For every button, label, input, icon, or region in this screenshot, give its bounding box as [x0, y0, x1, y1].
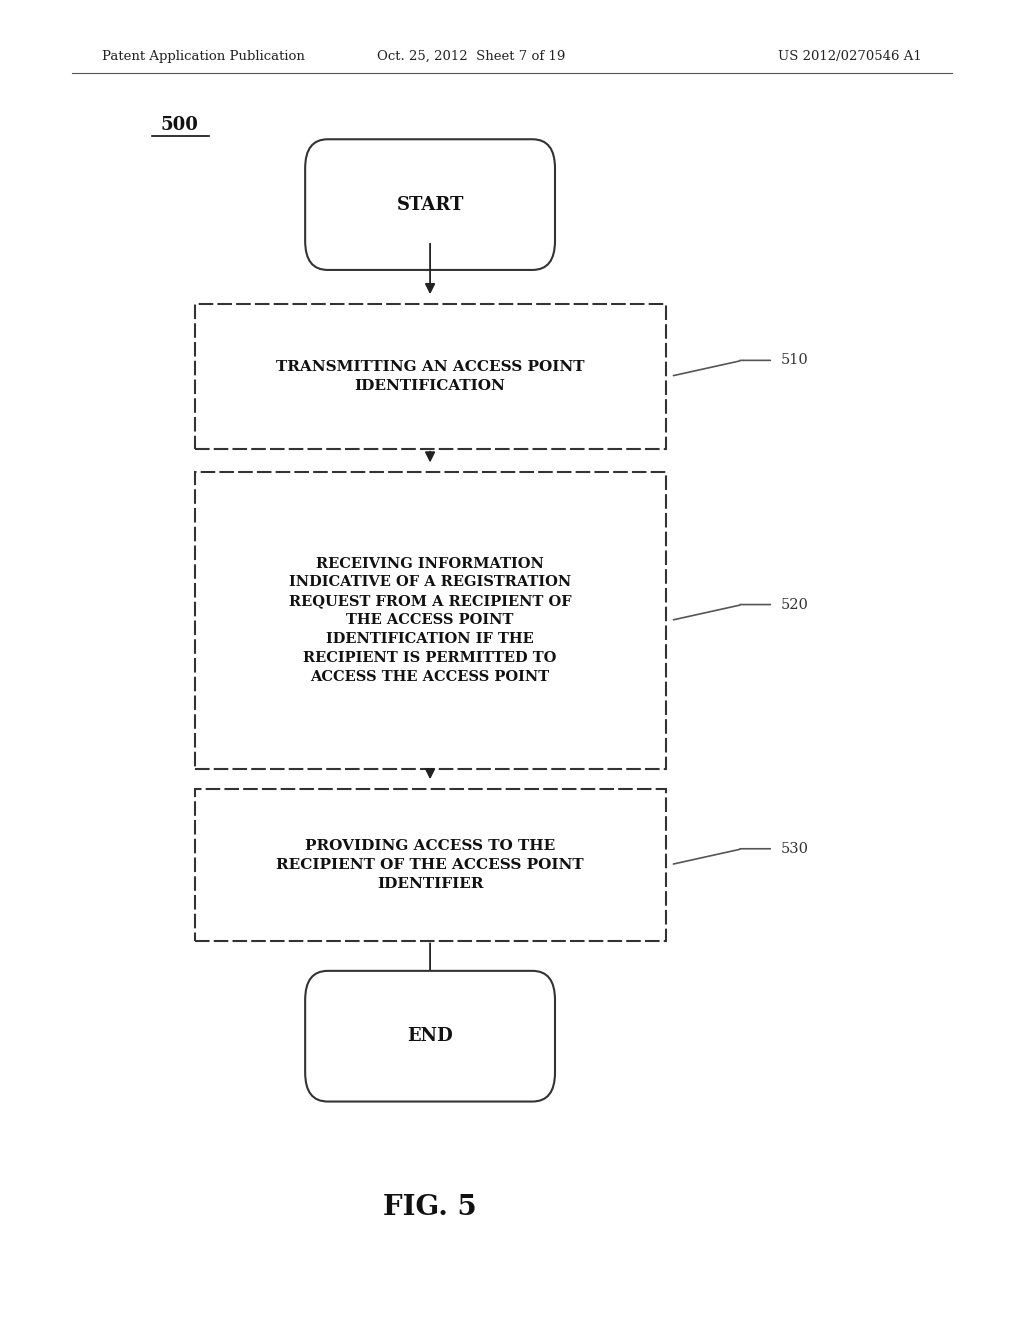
FancyBboxPatch shape: [195, 789, 666, 940]
Text: 520: 520: [780, 598, 808, 611]
Text: 530: 530: [780, 842, 808, 855]
FancyBboxPatch shape: [305, 972, 555, 1101]
Text: Patent Application Publication: Patent Application Publication: [102, 50, 305, 63]
FancyBboxPatch shape: [305, 140, 555, 271]
Text: END: END: [408, 1027, 453, 1045]
Text: START: START: [396, 195, 464, 214]
Text: 500: 500: [161, 116, 198, 135]
Text: PROVIDING ACCESS TO THE
RECIPIENT OF THE ACCESS POINT
IDENTIFIER: PROVIDING ACCESS TO THE RECIPIENT OF THE…: [276, 838, 584, 891]
FancyBboxPatch shape: [195, 304, 666, 449]
Text: FIG. 5: FIG. 5: [383, 1195, 477, 1221]
FancyBboxPatch shape: [195, 471, 666, 768]
Text: US 2012/0270546 A1: US 2012/0270546 A1: [778, 50, 922, 63]
Text: RECEIVING INFORMATION
INDICATIVE OF A REGISTRATION
REQUEST FROM A RECIPIENT OF
T: RECEIVING INFORMATION INDICATIVE OF A RE…: [289, 557, 571, 684]
Text: 510: 510: [780, 354, 808, 367]
Text: TRANSMITTING AN ACCESS POINT
IDENTIFICATION: TRANSMITTING AN ACCESS POINT IDENTIFICAT…: [275, 360, 585, 392]
Text: Oct. 25, 2012  Sheet 7 of 19: Oct. 25, 2012 Sheet 7 of 19: [377, 50, 565, 63]
